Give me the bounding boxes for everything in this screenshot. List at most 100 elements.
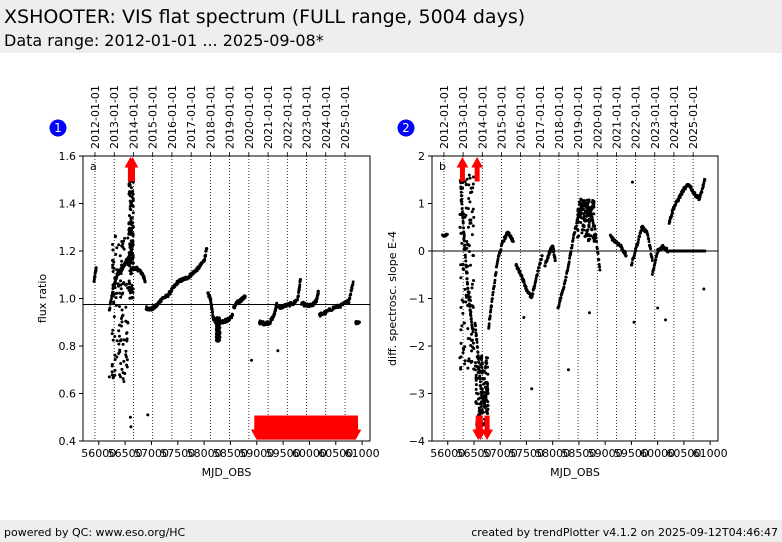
data-point: [683, 187, 687, 191]
date-tick-label: 2016-01-01: [166, 85, 179, 149]
data-point: [129, 272, 133, 276]
data-point: [485, 356, 489, 360]
data-point: [537, 266, 541, 270]
data-point: [464, 300, 468, 304]
data-point: [117, 243, 121, 247]
data-point: [127, 251, 131, 255]
data-point: [597, 262, 601, 266]
data-point: [471, 182, 475, 186]
y-axis-label: diff. spectrosc. slope E-4: [386, 231, 399, 366]
data-point: [701, 184, 705, 188]
data-point: [469, 186, 473, 190]
data-point: [130, 261, 134, 265]
data-point: [589, 234, 593, 238]
data-point: [471, 341, 475, 345]
data-point: [582, 207, 586, 211]
panel-letter: a: [90, 160, 97, 173]
data-point: [624, 254, 628, 258]
data-point: [127, 221, 131, 225]
data-point: [115, 246, 119, 250]
data-point: [574, 224, 578, 228]
data-point: [578, 215, 582, 219]
data-point: [474, 361, 478, 365]
data-point: [467, 197, 471, 201]
y-tick-label: −3: [409, 388, 425, 401]
data-point: [586, 212, 590, 216]
data-point: [120, 367, 124, 371]
date-tick-label: 2014-01-01: [127, 85, 140, 149]
data-point: [474, 376, 478, 380]
data-point: [474, 373, 478, 377]
data-point: [483, 400, 487, 404]
data-point: [585, 229, 589, 233]
data-point: [558, 299, 562, 303]
data-point: [597, 258, 601, 262]
data-point: [596, 251, 600, 255]
data-point: [653, 261, 657, 265]
data-point: [466, 304, 470, 308]
data-point: [351, 280, 355, 284]
date-tick-label: 2016-01-01: [515, 85, 528, 149]
data-point: [478, 377, 482, 381]
data-point: [491, 290, 495, 294]
data-point: [570, 243, 574, 247]
data-point: [586, 238, 590, 242]
data-point: [120, 244, 124, 248]
data-point: [215, 327, 219, 331]
data-point: [486, 372, 490, 376]
data-point: [650, 256, 654, 260]
data-point: [467, 290, 471, 294]
data-point: [122, 239, 126, 243]
data-point: [118, 373, 122, 377]
data-point: [465, 246, 469, 250]
data-point: [630, 261, 634, 265]
x-tick-label: 57500: [160, 447, 195, 460]
x-tick-label: 57000: [134, 447, 169, 460]
data-point: [703, 249, 707, 253]
outlier-arrow-up: [126, 156, 139, 182]
data-point: [113, 292, 117, 296]
data-point: [632, 320, 636, 324]
data-point: [131, 296, 135, 300]
data-point: [577, 203, 581, 207]
data-point: [445, 232, 449, 236]
data-point: [538, 261, 542, 265]
data-point: [518, 269, 522, 273]
data-point: [534, 276, 538, 280]
y-tick-label: 1.0: [59, 293, 77, 306]
data-point: [570, 246, 574, 250]
data-point: [474, 383, 478, 387]
data-point: [590, 228, 594, 232]
data-point: [477, 406, 481, 410]
y-tick-label: 1: [418, 198, 425, 211]
data-point: [468, 263, 472, 267]
data-point: [583, 199, 587, 203]
data-point: [114, 281, 118, 285]
x-tick-label: 58500: [561, 447, 596, 460]
data-point: [655, 252, 659, 256]
data-point: [112, 315, 116, 319]
data-point: [115, 268, 119, 272]
data-point: [543, 264, 547, 268]
data-point: [484, 359, 488, 363]
data-point: [129, 202, 133, 206]
data-point: [623, 251, 627, 255]
data-point: [461, 300, 465, 304]
data-point: [461, 181, 465, 185]
data-point: [120, 314, 124, 318]
data-point: [460, 324, 464, 328]
data-point: [580, 231, 584, 235]
data-point: [493, 278, 497, 282]
data-point: [296, 298, 300, 302]
data-point: [593, 227, 597, 231]
data-point: [474, 387, 478, 391]
data-point: [474, 378, 478, 382]
data-point: [127, 226, 131, 230]
data-point: [703, 178, 707, 182]
data-point: [128, 264, 132, 268]
data-point: [533, 284, 537, 288]
data-point: [110, 370, 114, 374]
data-point: [128, 291, 132, 295]
data-point: [131, 211, 135, 215]
page-title: XSHOOTER: VIS flat spectrum (FULL range,…: [4, 6, 526, 28]
